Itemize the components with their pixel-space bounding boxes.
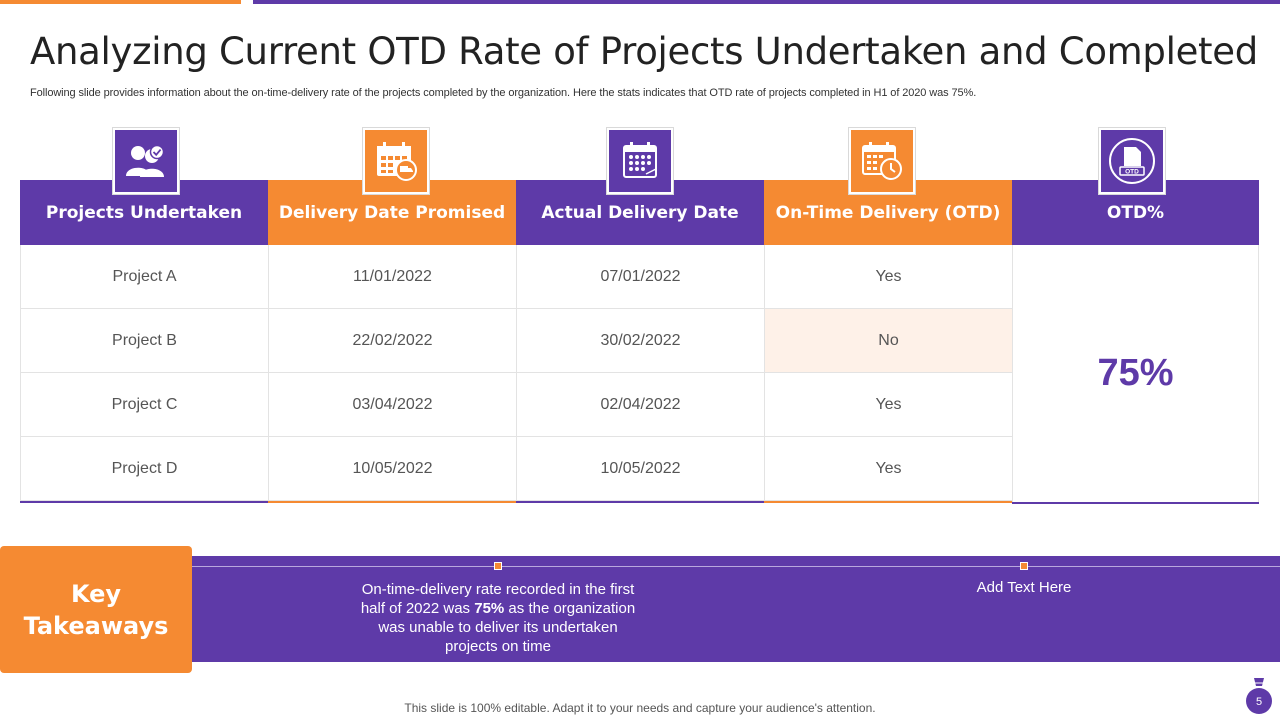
column-underline	[764, 501, 1012, 503]
column-projects-undertaken: Projects Undertaken Project A Project B …	[20, 180, 268, 503]
otd-percent-cell: 75%	[1012, 245, 1259, 502]
column-underline	[20, 501, 268, 503]
takeaway-highlight: 75%	[474, 600, 505, 617]
takeaway-text-2: Add Text Here	[976, 579, 1072, 596]
column-underline	[268, 501, 516, 503]
page-number-badge: 5	[1244, 676, 1274, 716]
table-cell-project: Project C	[20, 373, 268, 437]
column-otd-percent: OTD% 75%	[1012, 180, 1259, 504]
slide-footer-note: This slide is 100% editable. Adapt it to…	[404, 701, 876, 715]
slide-subtitle: Following slide provides information abo…	[30, 87, 977, 99]
column-on-time-delivery: On-Time Delivery (OTD) Yes No Yes Yes	[764, 180, 1012, 503]
table-cell-actual: 02/04/2022	[516, 373, 764, 437]
table-cell-otd: Yes	[764, 373, 1012, 437]
calendar-truck-icon	[363, 128, 429, 194]
takeaway-marker-2	[1020, 562, 1028, 570]
column-delivery-date-promised: Delivery Date Promised 11/01/2022 22/02/…	[268, 180, 516, 503]
column-actual-delivery-date: Actual Delivery Date 07/01/2022 30/02/20…	[516, 180, 764, 503]
table-cell-promised: 03/04/2022	[268, 373, 516, 437]
table-cell-actual: 07/01/2022	[516, 245, 764, 309]
top-accent-orange	[0, 0, 241, 4]
calendar-grid-icon	[607, 128, 673, 194]
table-cell-actual: 30/02/2022	[516, 309, 764, 373]
header-on-time-delivery: On-Time Delivery (OTD)	[764, 180, 1012, 245]
column-underline	[1012, 502, 1259, 504]
takeaways-divider-line	[192, 566, 1280, 567]
key-takeaways-line2: Takeaways	[23, 611, 169, 640]
takeaway-text-1: On-time-delivery rate recorded in the fi…	[360, 581, 636, 655]
slide-title: Analyzing Current OTD Rate of Projects U…	[30, 30, 1258, 73]
table-cell-project: Project B	[20, 309, 268, 373]
table-cell-project: Project D	[20, 437, 268, 501]
otd-icon-text: OTD	[1125, 169, 1139, 176]
table-cell-promised: 11/01/2022	[268, 245, 516, 309]
calendar-clock-icon	[849, 128, 915, 194]
table-cell-otd-highlighted: No	[764, 309, 1012, 373]
page-number: 5	[1256, 696, 1262, 708]
table-cell-promised: 22/02/2022	[268, 309, 516, 373]
column-underline	[516, 501, 764, 503]
users-check-icon	[113, 128, 179, 194]
takeaways-band	[192, 556, 1280, 662]
table-cell-otd: Yes	[764, 437, 1012, 501]
key-takeaways-line1: Key	[70, 579, 122, 608]
header-otd-percent: OTD%	[1012, 180, 1259, 245]
table-cell-project: Project A	[20, 245, 268, 309]
table-cell-otd: Yes	[764, 245, 1012, 309]
otd-document-icon: OTD	[1099, 128, 1165, 194]
table-cell-actual: 10/05/2022	[516, 437, 764, 501]
top-accent-purple	[253, 0, 1280, 4]
otd-percent-value: 75%	[1097, 352, 1174, 394]
key-takeaways-label: Key Takeaways	[0, 546, 192, 673]
takeaway-marker-1	[494, 562, 502, 570]
header-actual-delivery-date: Actual Delivery Date	[516, 180, 764, 245]
table-cell-promised: 10/05/2022	[268, 437, 516, 501]
